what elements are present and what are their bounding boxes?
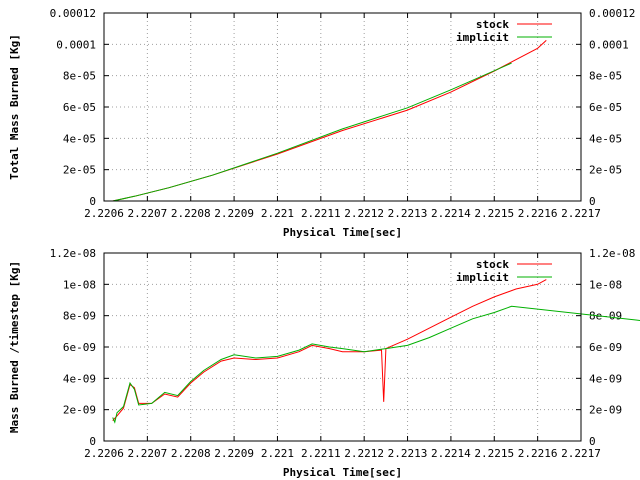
y-tick-label-left: 4e-09 bbox=[63, 372, 96, 385]
x-tick-label: 2.2213 bbox=[388, 207, 428, 220]
y-tick-label-right: 1.2e-08 bbox=[589, 247, 635, 260]
y-tick-label-left: 0 bbox=[89, 195, 96, 208]
y-tick-label-right: 0 bbox=[589, 435, 596, 448]
x-tick-label: 2.2216 bbox=[518, 207, 558, 220]
x-tick-label: 2.2214 bbox=[431, 207, 471, 220]
y-tick-label-right: 2e-09 bbox=[589, 404, 622, 417]
x-tick-label: 2.221 bbox=[261, 447, 294, 460]
x-tick-label: 2.2209 bbox=[214, 207, 254, 220]
y-tick-label-left: 8e-09 bbox=[63, 310, 96, 323]
x-tick-label: 2.2216 bbox=[518, 447, 558, 460]
y-tick-label-left: 4e-05 bbox=[63, 132, 96, 145]
y-tick-label-right: 0.00012 bbox=[589, 7, 635, 20]
y-tick-label-left: 6e-05 bbox=[63, 101, 96, 114]
y-tick-label-left: 8e-05 bbox=[63, 70, 96, 83]
y-tick-label-right: 2e-05 bbox=[589, 164, 622, 177]
x-tick-label: 2.2217 bbox=[561, 207, 601, 220]
legend-label-implicit: implicit bbox=[456, 271, 509, 284]
x-tick-label: 2.2206 bbox=[84, 447, 124, 460]
x-tick-label: 2.2213 bbox=[388, 447, 428, 460]
x-tick-label: 2.2211 bbox=[301, 207, 341, 220]
y-tick-label-left: 0 bbox=[89, 435, 96, 448]
x-tick-label: 2.2207 bbox=[127, 207, 167, 220]
x-tick-label: 2.2212 bbox=[344, 207, 384, 220]
x-tick-label: 2.2208 bbox=[171, 207, 211, 220]
plot-frame bbox=[103, 12, 582, 202]
chart-mass-per-timestep: 2.2206 2.2207 2.2208 2.2209 2.221 2.2211 2.221… bbox=[8, 247, 640, 479]
legend-label-implicit: implicit bbox=[456, 31, 509, 44]
x-tick-label: 2.2206 bbox=[84, 207, 124, 220]
legend-label-stock: stock bbox=[476, 258, 509, 271]
series-line-implicit bbox=[112, 305, 640, 424]
x-tick-label: 2.2207 bbox=[127, 447, 167, 460]
x-axis-label: Physical Time[sec] bbox=[283, 226, 402, 239]
plot-frame bbox=[103, 252, 582, 442]
y-tick-label-right: 1e-08 bbox=[589, 278, 622, 291]
y-axis-label: Mass Burned /timestep [Kg] bbox=[8, 261, 21, 433]
x-axis-label: Physical Time[sec] bbox=[283, 466, 402, 479]
y-tick-label-right: 0 bbox=[589, 195, 596, 208]
x-tick-label: 2.221 bbox=[261, 207, 294, 220]
chart-total-mass: 2.2206 2.2207 2.2208 2.2209 2.221 2.2211 2.221… bbox=[8, 7, 635, 239]
y-tick-label-left: 0.0001 bbox=[56, 38, 96, 51]
y-axis-label: Total Mass Burned [Kg] bbox=[8, 34, 21, 180]
y-tick-label-left: 1.2e-08 bbox=[50, 247, 96, 260]
series-line-implicit bbox=[112, 62, 512, 202]
x-tick-label: 2.2211 bbox=[301, 447, 341, 460]
series-line-stock bbox=[112, 40, 547, 202]
y-tick-label-right: 6e-05 bbox=[589, 101, 622, 114]
y-tick-label-left: 2e-05 bbox=[63, 164, 96, 177]
y-tick-label-right: 0.0001 bbox=[589, 38, 629, 51]
series-line-stock bbox=[112, 279, 547, 421]
x-tick-label: 2.2212 bbox=[344, 447, 384, 460]
x-tick-label: 2.2217 bbox=[561, 447, 601, 460]
x-tick-label: 2.2209 bbox=[214, 447, 254, 460]
x-tick-label: 2.2214 bbox=[431, 447, 471, 460]
y-tick-label-left: 2e-09 bbox=[63, 404, 96, 417]
legend-label-stock: stock bbox=[476, 18, 509, 31]
y-tick-label-right: 8e-05 bbox=[589, 70, 622, 83]
y-tick-label-left: 1e-08 bbox=[63, 278, 96, 291]
y-tick-label-right: 4e-05 bbox=[589, 132, 622, 145]
y-tick-label-right: 6e-09 bbox=[589, 341, 622, 354]
x-tick-label: 2.2215 bbox=[474, 207, 514, 220]
x-tick-label: 2.2208 bbox=[171, 447, 211, 460]
y-tick-label-left: 0.00012 bbox=[50, 7, 96, 20]
y-tick-label-left: 6e-09 bbox=[63, 341, 96, 354]
y-tick-label-right: 4e-09 bbox=[589, 372, 622, 385]
x-tick-label: 2.2215 bbox=[474, 447, 514, 460]
